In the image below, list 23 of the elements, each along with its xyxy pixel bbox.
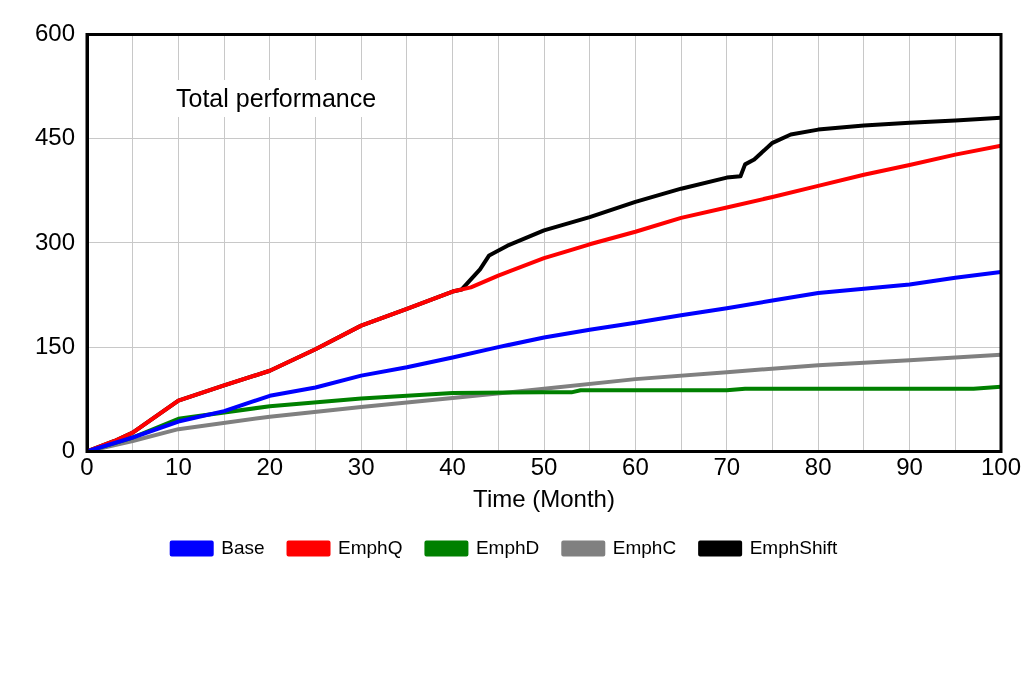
- x-tick-label: 70: [713, 453, 741, 481]
- legend-label: EmphShift: [749, 536, 839, 558]
- legend-label: EmphC: [612, 536, 677, 558]
- legend-label: EmphQ: [338, 536, 403, 558]
- legend-label: EmphD: [475, 536, 540, 558]
- x-tick-label: 50: [530, 453, 558, 481]
- x-tick-label: 30: [347, 453, 375, 481]
- x-tick-label: 100: [980, 453, 1022, 481]
- x-tick-label: 0: [80, 453, 94, 481]
- y-tick-label: 0: [61, 436, 75, 464]
- y-tick-label: 600: [34, 19, 75, 47]
- text: Total performance: [160, 80, 393, 117]
- y-tick-label: 150: [34, 331, 75, 359]
- x-tick-label: 90: [896, 453, 923, 481]
- x-tick-label: 10: [165, 453, 192, 481]
- legend-label: Base: [221, 536, 265, 558]
- x-tick-label: 80: [804, 453, 832, 481]
- x-tick-label: 40: [439, 453, 466, 481]
- y-tick-label: 450: [34, 123, 75, 151]
- x-tick-label: 20: [256, 453, 284, 481]
- y-tick-label: 300: [34, 227, 75, 255]
- x-axis-title: Time (Month): [473, 485, 615, 513]
- x-tick-label: 60: [622, 453, 649, 481]
